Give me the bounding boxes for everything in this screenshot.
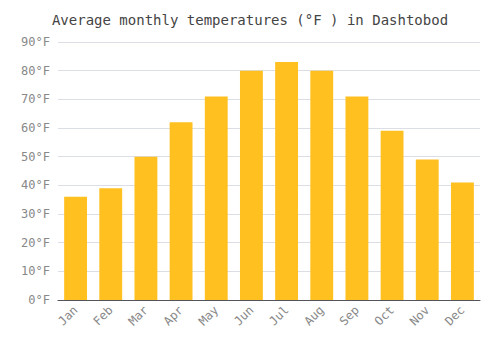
svg-text:Mar: Mar [126,303,151,328]
svg-text:Jul: Jul [266,303,291,328]
svg-text:80°F: 80°F [21,64,50,78]
svg-text:Aug: Aug [301,303,326,328]
svg-text:10°F: 10°F [21,264,50,278]
svg-text:20°F: 20°F [21,236,50,250]
svg-text:Average monthly temperatures (: Average monthly temperatures (°F ) in Da… [52,12,448,28]
svg-text:Feb: Feb [90,303,115,328]
svg-text:50°F: 50°F [21,150,50,164]
svg-text:30°F: 30°F [21,207,50,221]
svg-text:Sep: Sep [337,303,362,328]
svg-text:Nov: Nov [407,303,432,328]
svg-text:60°F: 60°F [21,121,50,135]
svg-text:Dec: Dec [442,303,467,328]
svg-text:May: May [196,303,221,328]
svg-text:0°F: 0°F [28,293,50,307]
svg-text:40°F: 40°F [21,178,50,192]
svg-text:Apr: Apr [161,303,186,328]
svg-text:Jan: Jan [55,303,80,328]
svg-text:90°F: 90°F [21,35,50,49]
svg-text:70°F: 70°F [21,92,50,106]
svg-text:Jun: Jun [231,303,256,328]
svg-text:Oct: Oct [372,303,397,328]
